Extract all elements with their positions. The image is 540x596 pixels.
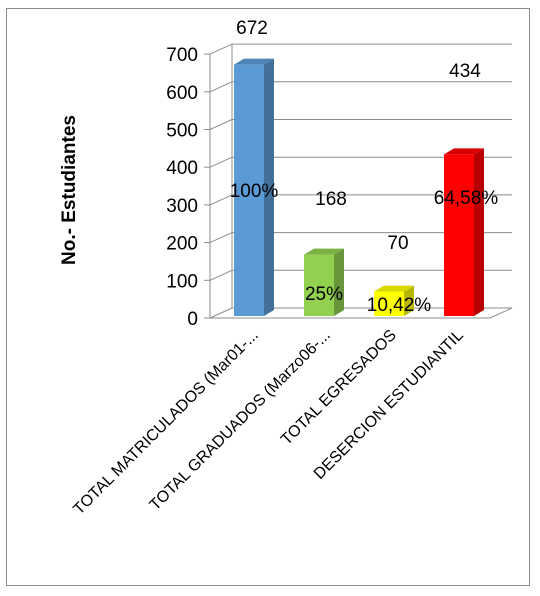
value-label-bar-1: 672 (236, 18, 268, 39)
gridline-side-400 (209, 156, 233, 168)
gridline-side-600 (209, 81, 233, 93)
data-labels: 672 168 70 434 100% 25% 10,42% 64,58% (230, 18, 499, 316)
y-tick-label: 0 (187, 309, 198, 330)
bar-2 (304, 248, 344, 316)
gridline-side-200 (209, 232, 233, 244)
y-tick-label: 600 (166, 83, 198, 104)
x-axis-category-labels: TOTAL MATRICULADOS (Mar01-...TOTAL GRADU… (70, 327, 466, 518)
y-tick-label: 700 (166, 45, 198, 66)
bar-4 (444, 148, 484, 316)
category-label-4: DESERCION ESTUDIANTIL (311, 327, 467, 483)
bar-front-face (374, 291, 404, 316)
category-label-3: TOTAL EGRESADOS (278, 327, 400, 449)
bar-front-face (444, 154, 474, 316)
bar-side-face (334, 248, 344, 316)
bar-1 (234, 58, 274, 316)
chart-bars (234, 58, 484, 316)
y-tick-label: 400 (166, 158, 198, 179)
floor-right-edge (489, 307, 513, 319)
bar-side-face (404, 285, 414, 316)
y-tick-label: 300 (166, 196, 198, 217)
bar-side-face (474, 148, 484, 316)
bar-top-face (444, 148, 484, 155)
y-tick-label: 200 (166, 234, 198, 255)
percent-label-bar-1: 100% (230, 181, 279, 202)
bar-side-face (264, 58, 274, 316)
gridline-side-0 (209, 307, 233, 319)
bar-top-face (304, 248, 344, 255)
value-label-bar-4: 434 (449, 61, 481, 82)
bar-top-face (374, 285, 414, 292)
gridline-side-300 (209, 194, 233, 206)
percent-label-bar-4: 64,58% (434, 188, 499, 209)
y-axis-ticks: 0 100 200 300 400 500 600 700 (166, 45, 210, 330)
gridline-side-700 (209, 43, 233, 55)
y-axis-label: No.- Estudiantes (59, 115, 80, 265)
value-label-bar-2: 168 (315, 189, 347, 210)
percent-label-bar-3: 10,42% (367, 295, 432, 316)
gridline-side-500 (209, 119, 233, 130)
bar-top-face (234, 58, 274, 65)
gridline-side-100 (209, 269, 233, 281)
bar-front-face (234, 64, 264, 316)
value-label-bar-3: 70 (387, 233, 408, 254)
bar-3 (374, 285, 414, 316)
y-tick-label: 100 (166, 271, 198, 292)
y-tick-label: 500 (166, 121, 198, 142)
bar-front-face (304, 254, 334, 316)
percent-label-bar-2: 25% (305, 284, 343, 305)
